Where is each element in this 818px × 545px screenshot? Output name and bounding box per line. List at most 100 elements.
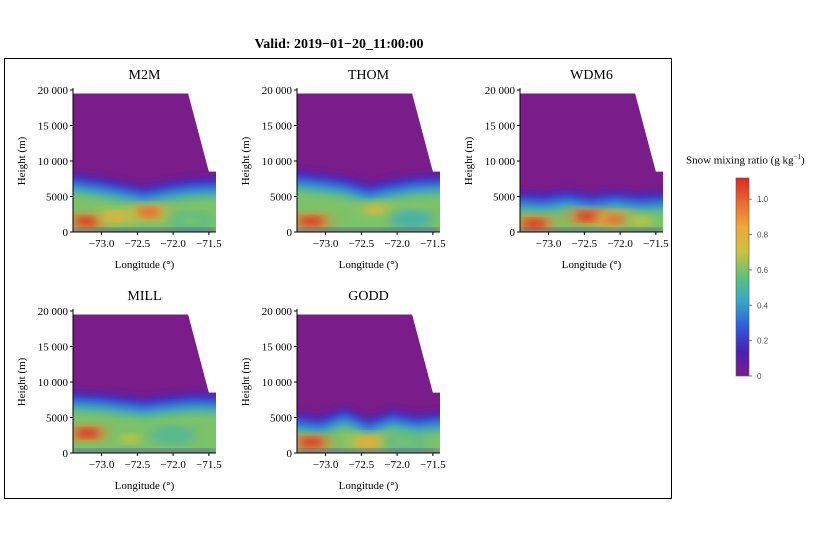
x-tick-label: −72.0 xyxy=(384,459,410,471)
heatmap-field xyxy=(520,93,663,232)
panel-godd: 0 5000 10 000 15 000 20 000 −73.0 −72.5 −72.0 −7… xyxy=(240,289,446,492)
colorbar-tick-label: 0.6 xyxy=(757,266,769,275)
colorbar-tick-label: 0.8 xyxy=(757,231,769,240)
x-tick-label: −73.0 xyxy=(536,238,562,250)
colorbar-tick-label: 0 xyxy=(757,372,762,381)
y-tick-label: 10 000 xyxy=(485,156,516,168)
x-tick-label: −73.0 xyxy=(313,459,339,471)
heatmap-field xyxy=(73,314,216,453)
x-tick-label: −72.0 xyxy=(607,238,633,250)
x-tick-label: −71.5 xyxy=(643,238,669,250)
maximum-core-2 xyxy=(103,212,128,221)
maximum-core-3 xyxy=(178,217,203,226)
y-tick-label: 20 000 xyxy=(262,306,293,318)
panel-m2m: 0 5000 10 000 15 000 20 000 −73.0 −72.5 −72.0 −7… xyxy=(16,68,222,271)
panels-layer: 0 5000 10 000 15 000 20 000 −73.0 −72.5 −72.0 −7… xyxy=(16,68,669,492)
panel-thom: 0 5000 10 000 15 000 20 000 −73.0 −72.5 −72.0 −7… xyxy=(240,68,446,271)
y-tick-label: 10 000 xyxy=(38,377,69,389)
y-axis-label: Height (m) xyxy=(240,357,252,406)
x-tick-label: −72.5 xyxy=(572,238,598,250)
surface-strip xyxy=(297,449,440,453)
x-axis-label: Longitude (°) xyxy=(339,480,399,492)
y-axis-label: Height (m) xyxy=(16,136,28,185)
y-tick-label: 20 000 xyxy=(38,306,69,318)
x-tick-label: −71.5 xyxy=(196,459,222,471)
x-tick-label: −71.5 xyxy=(196,238,222,250)
maximum-core-0 xyxy=(75,217,100,226)
panel-title: M2M xyxy=(129,68,161,83)
maximum-core-1 xyxy=(363,205,388,214)
y-tick-label: 15 000 xyxy=(485,121,516,133)
surface-strip xyxy=(73,228,216,232)
x-tick-label: −73.0 xyxy=(89,238,115,250)
x-axis-label: Longitude (°) xyxy=(339,259,399,271)
maximum-core-2 xyxy=(161,431,186,440)
y-tick-label: 20 000 xyxy=(262,85,293,97)
y-tick-label: 0 xyxy=(63,448,69,460)
maximum-core-1 xyxy=(356,437,381,446)
colorbar-tick-label: 0.2 xyxy=(757,337,769,346)
panel-mill: 0 5000 10 000 15 000 20 000 −73.0 −72.5 −72.0 −7… xyxy=(16,289,222,492)
maximum-core-1 xyxy=(118,434,143,443)
panel-title: GODD xyxy=(348,289,388,304)
x-tick-label: −73.0 xyxy=(89,459,115,471)
colorbar-gradient xyxy=(735,177,750,377)
maximum-core-0 xyxy=(522,219,547,228)
x-tick-label: −72.0 xyxy=(160,459,186,471)
y-tick-label: 0 xyxy=(510,227,516,239)
y-tick-label: 5000 xyxy=(270,413,293,425)
maximum-core-0 xyxy=(299,217,324,226)
x-tick-label: −71.5 xyxy=(420,459,446,471)
panel-title: WDM6 xyxy=(570,68,613,83)
panel-title: MILL xyxy=(127,289,161,304)
y-tick-label: 20 000 xyxy=(485,85,516,97)
heatmap-field xyxy=(297,93,440,232)
y-axis-label: Height (m) xyxy=(16,357,28,406)
y-tick-label: 15 000 xyxy=(38,342,69,354)
y-tick-label: 10 000 xyxy=(262,156,293,168)
surface-strip xyxy=(520,228,663,232)
maximum-core-2 xyxy=(399,215,424,224)
x-axis-label: Longitude (°) xyxy=(562,259,622,271)
y-tick-label: 5000 xyxy=(46,192,69,204)
maximum-core-2 xyxy=(392,438,417,447)
surface-strip xyxy=(73,449,216,453)
x-tick-label: −72.0 xyxy=(384,238,410,250)
y-tick-label: 0 xyxy=(63,227,69,239)
y-tick-label: 0 xyxy=(287,448,293,460)
maximum-core-1 xyxy=(136,208,161,217)
y-tick-label: 15 000 xyxy=(262,342,293,354)
colorbar-layer: 0 0.2 0.4 0.6 0.8 1.0 xyxy=(735,177,769,381)
y-tick-label: 0 xyxy=(287,227,293,239)
colorbar-title: Snow mixing ratio (g kg−1) xyxy=(686,153,805,167)
maximum-core-3 xyxy=(629,217,654,226)
figure-title: Valid: 2019−01−20_11:00:00 xyxy=(254,37,424,52)
y-tick-label: 5000 xyxy=(493,192,516,204)
y-tick-label: 5000 xyxy=(46,413,69,425)
x-tick-label: −72.5 xyxy=(349,459,375,471)
x-axis-label: Longitude (°) xyxy=(115,480,175,492)
maximum-core-0 xyxy=(75,429,100,438)
x-tick-label: −72.5 xyxy=(349,238,375,250)
panel-wdm6: 0 5000 10 000 15 000 20 000 −73.0 −72.5 −72.0 −7… xyxy=(463,68,669,271)
y-tick-label: 10 000 xyxy=(38,156,69,168)
panel-frame xyxy=(4,58,672,499)
x-tick-label: −72.5 xyxy=(125,459,151,471)
surface-strip xyxy=(297,228,440,232)
y-axis-label: Height (m) xyxy=(240,136,252,185)
x-tick-label: −71.5 xyxy=(420,238,446,250)
y-tick-label: 10 000 xyxy=(262,377,293,389)
y-tick-label: 15 000 xyxy=(38,121,69,133)
panel-title: THOM xyxy=(348,68,390,83)
x-tick-label: −73.0 xyxy=(313,238,339,250)
colorbar-tick-label: 0.4 xyxy=(757,301,769,310)
heatmap-field xyxy=(73,93,216,232)
x-tick-label: −72.5 xyxy=(125,238,151,250)
y-axis-label: Height (m) xyxy=(463,136,475,185)
maximum-core-1 xyxy=(575,212,600,221)
y-tick-label: 5000 xyxy=(270,192,293,204)
y-tick-label: 20 000 xyxy=(38,85,69,97)
x-axis-label: Longitude (°) xyxy=(115,259,175,271)
y-tick-label: 15 000 xyxy=(262,121,293,133)
